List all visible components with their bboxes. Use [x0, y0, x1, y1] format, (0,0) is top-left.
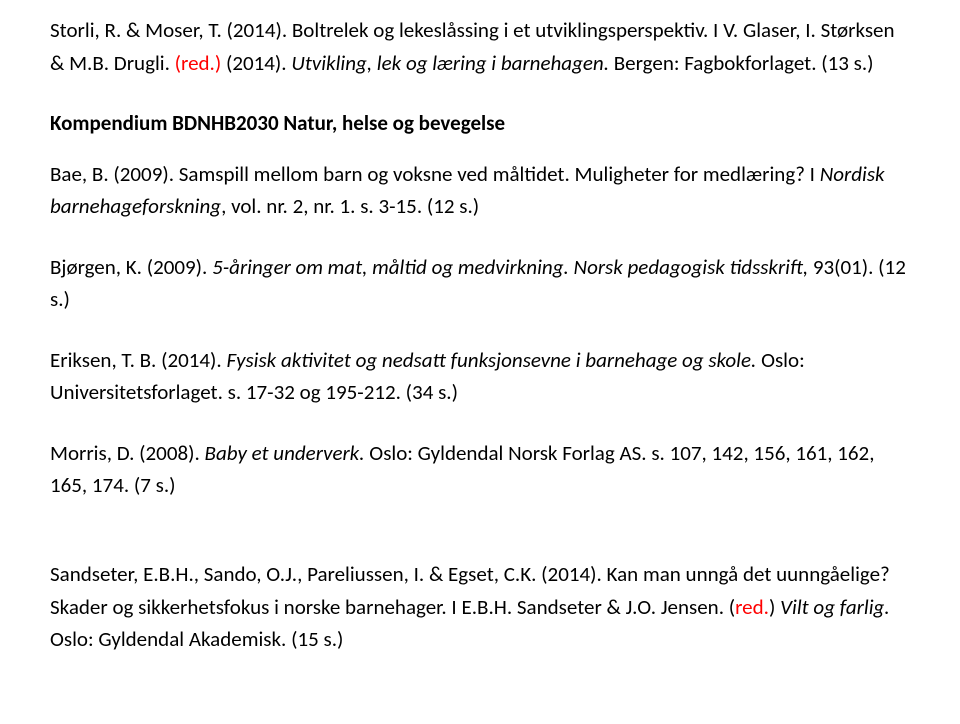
ref1-text-e: Bergen: Fagbokforlaget. (13 s.) — [609, 50, 874, 76]
ref6-text-e: Oslo: Gyldendal Akademisk. (15 s.) — [50, 626, 343, 652]
ref2-text-a: Bae, B. (2009). Samspill mellom barn og … — [50, 161, 820, 187]
reference-paragraph-3: Bjørgen, K. (2009). 5-åringer om mat, må… — [50, 251, 910, 316]
ref1-text-c: (2014). — [221, 50, 291, 76]
document-page: Storli, R. & Moser, T. (2014). Boltrelek… — [0, 0, 960, 724]
reference-paragraph-5: Morris, D. (2008). Baby et underverk. Os… — [50, 437, 910, 502]
ref6-red-editor: red. — [735, 594, 769, 620]
vertical-spacer — [50, 530, 910, 558]
ref3-text-a: Bjørgen, K. (2009). — [50, 254, 212, 280]
reference-paragraph-1: Storli, R. & Moser, T. (2014). Boltrelek… — [50, 14, 910, 79]
reference-paragraph-4: Eriksen, T. B. (2014). Fysisk aktivitet … — [50, 344, 910, 409]
ref5-text-a: Morris, D. (2008). — [50, 440, 205, 466]
section-heading: Kompendium BDNHB2030 Natur, helse og bev… — [50, 107, 910, 140]
ref1-red-editor: (red.) — [175, 50, 222, 76]
reference-paragraph-2: Bae, B. (2009). Samspill mellom barn og … — [50, 158, 910, 223]
reference-paragraph-6: Sandseter, E.B.H., Sando, O.J., Parelius… — [50, 558, 910, 656]
ref6-text-c: ) — [769, 594, 780, 620]
ref3-title-italic: 5-åringer om mat, måltid og medvirkning.… — [212, 254, 813, 280]
ref1-title-italic: Utvikling, lek og læring i barnehagen. — [291, 50, 609, 76]
ref4-title-italic: Fysisk aktivitet og nedsatt funksjonsevn… — [226, 347, 761, 373]
ref4-text-a: Eriksen, T. B. (2014). — [50, 347, 226, 373]
ref2-text-c: , vol. nr. 2, nr. 1. s. 3-15. (12 s.) — [221, 193, 479, 219]
ref6-title-italic: Vilt og farlig. — [780, 594, 890, 620]
ref5-title-italic: Baby et underverk. — [205, 440, 365, 466]
